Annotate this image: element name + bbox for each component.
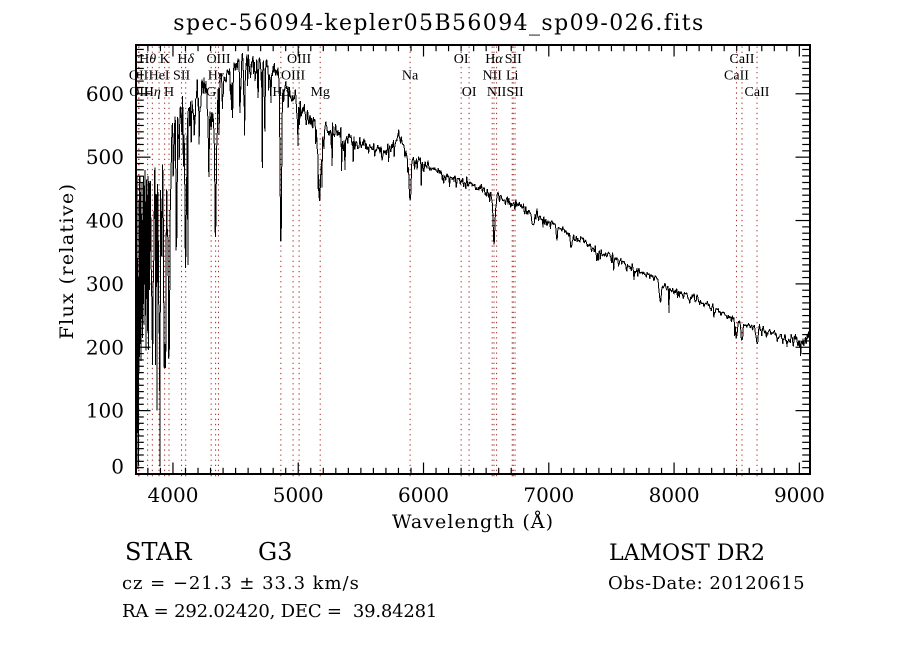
- line-label: Li: [506, 69, 519, 84]
- line-label: Mg: [310, 85, 329, 100]
- line-label: Hβ: [272, 85, 289, 100]
- y-tick-label: 300: [86, 272, 124, 296]
- line-label: OII: [129, 85, 149, 100]
- y-tick-label: 100: [86, 399, 124, 423]
- line-label: OIII: [206, 52, 230, 67]
- line-label: OI: [454, 52, 469, 67]
- line-label: Hθ: [139, 52, 156, 67]
- axis-tick-labels: 4000 5000 6000 7000 8000 9000 0 100 200 300 400 500…: [86, 82, 825, 507]
- ra-dec-text: RA = 292.02420, DEC = 39.84281: [122, 601, 437, 622]
- plot-title: spec-56094-kepler05B56094_sp09-026.fits: [173, 11, 704, 36]
- greek-letter: θ: [149, 52, 156, 67]
- survey-text: LAMOST DR2: [609, 541, 765, 566]
- line-label: NII: [487, 85, 507, 100]
- y-tick-label: 600: [86, 82, 124, 106]
- y-tick-label: 0: [111, 455, 124, 479]
- spectral-line-labels: OIIOIIHθHηHeIKHSIIHδGHγOIIIHβOIIIOIIIMgN…: [129, 52, 770, 100]
- greek-letter: β: [281, 85, 289, 100]
- line-label: OI: [462, 85, 477, 100]
- y-axis-title: Flux (relative): [56, 183, 78, 340]
- line-label: Na: [402, 69, 419, 84]
- greek-letter: α: [495, 52, 503, 67]
- line-label: OIII: [281, 69, 305, 84]
- line-label: Hα: [485, 52, 503, 67]
- obs-date-text: Obs-Date: 20120615: [608, 573, 805, 594]
- line-label: Hη: [144, 85, 161, 100]
- x-tick-label: 9000: [774, 483, 825, 507]
- line-label: SII: [507, 85, 524, 100]
- plot-frame: [135, 44, 811, 475]
- x-tick-label: 6000: [398, 483, 449, 507]
- line-label: OIII: [287, 52, 311, 67]
- line-label: CaII: [724, 69, 749, 84]
- spectrum-curve-group: [135, 53, 811, 469]
- greek-letter: γ: [218, 69, 224, 84]
- y-tick-label: 200: [86, 335, 124, 359]
- line-label: Hγ: [208, 69, 224, 84]
- x-tick-label: 7000: [523, 483, 574, 507]
- line-label: G: [206, 85, 216, 100]
- line-label: SII: [173, 69, 190, 84]
- line-label: K: [160, 52, 170, 67]
- x-tick-label: 4000: [148, 483, 199, 507]
- object-class-text: STAR: [125, 538, 192, 566]
- line-label: OII: [129, 69, 149, 84]
- line-label: CaII: [745, 85, 770, 100]
- y-tick-label: 500: [86, 145, 124, 169]
- greek-letter: η: [154, 85, 161, 100]
- line-label: H: [164, 85, 174, 100]
- line-label: SII: [505, 52, 522, 67]
- x-axis-title: Wavelength (Å): [392, 511, 554, 533]
- line-label: NII: [482, 69, 502, 84]
- spectrum-curve: [135, 53, 811, 469]
- line-label: CaII: [730, 52, 755, 67]
- line-label: HeI: [149, 69, 170, 84]
- greek-letter: δ: [188, 52, 195, 67]
- x-tick-label: 5000: [273, 483, 324, 507]
- line-label: Hδ: [177, 52, 194, 67]
- x-tick-label: 8000: [649, 483, 700, 507]
- plot-frame-and-ticks: [135, 44, 811, 475]
- y-tick-label: 400: [86, 209, 124, 233]
- spectral-line-markers: [138, 46, 758, 478]
- cz-text: cz = −21.3 ± 33.3 km/s: [122, 573, 360, 594]
- subclass-text: G3: [258, 538, 292, 566]
